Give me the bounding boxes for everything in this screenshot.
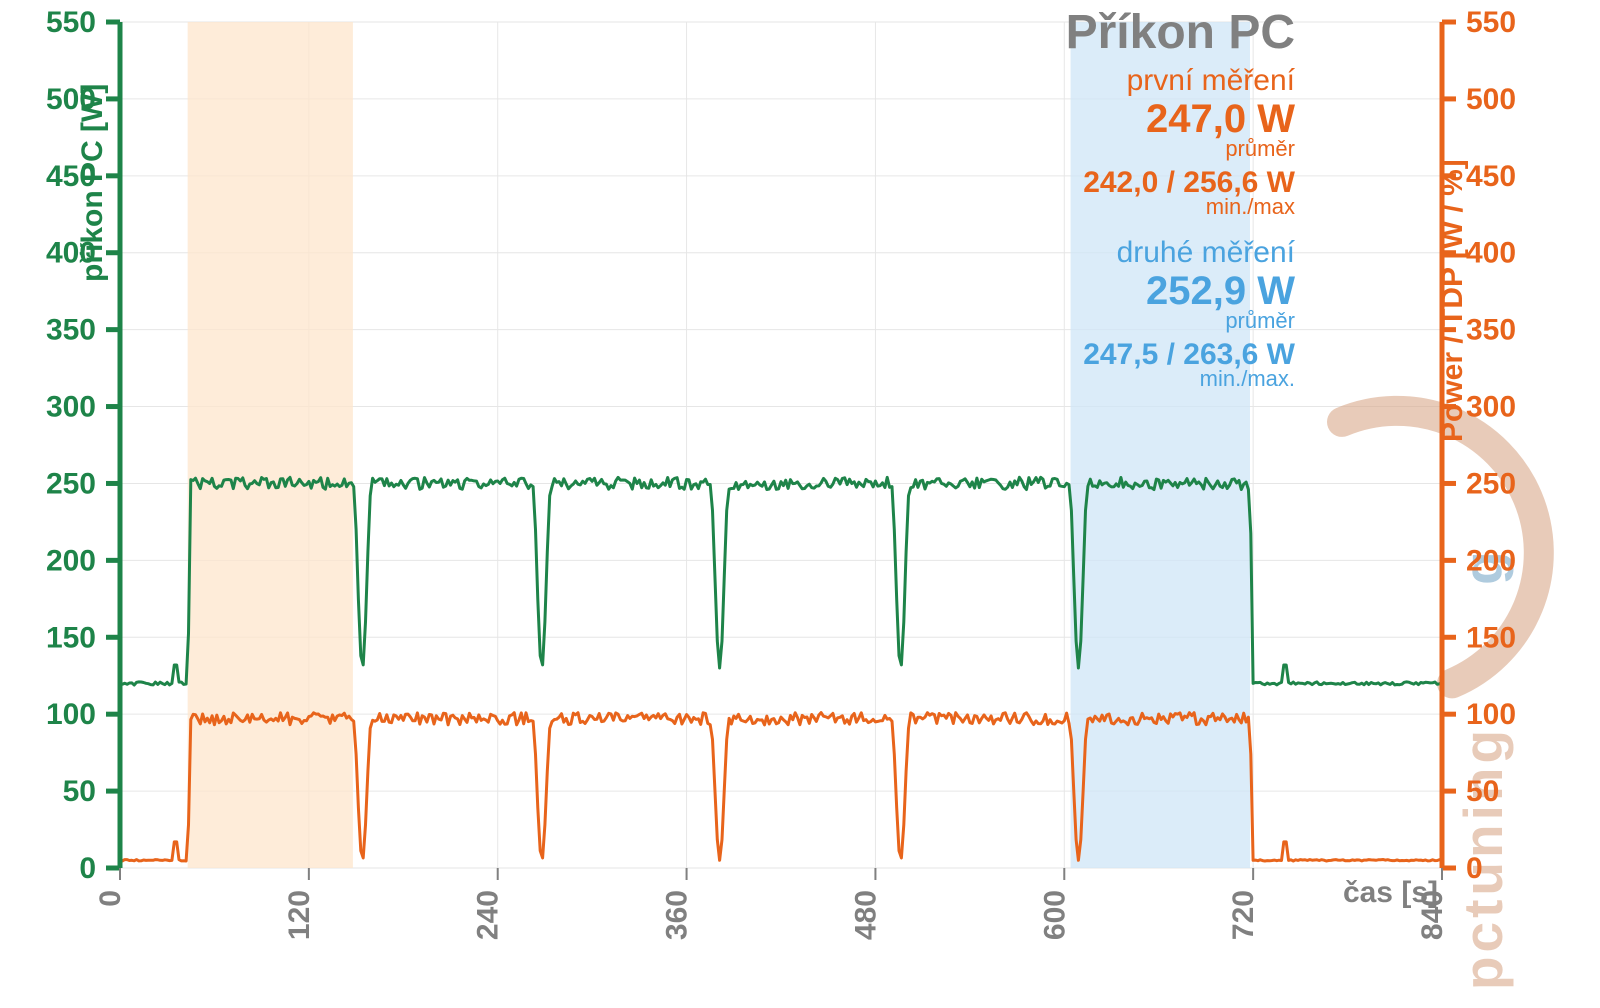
y-right-tick-label: 300 (1466, 391, 1516, 424)
x-tick-label: 360 (661, 890, 694, 940)
y-right-tick-label: 500 (1466, 83, 1516, 116)
y-left-tick-label: 350 (46, 314, 96, 347)
svg-text:pctuning: pctuning (1452, 726, 1514, 990)
highlight-band (1071, 22, 1250, 868)
y-right-tick-label: 400 (1466, 237, 1516, 270)
annotation-6: 252,9 W (1146, 269, 1295, 313)
chart-container: pctuningg0501001502002503003504004505005… (0, 0, 1600, 1008)
annotation-7: průměr (1225, 308, 1295, 333)
y-right-tick-label: 250 (1466, 467, 1516, 500)
y-left-tick-label: 200 (46, 544, 96, 577)
y-left-tick-label: 100 (46, 698, 96, 731)
x-axis-label: čas [s] (1343, 876, 1438, 909)
highlight-band (188, 22, 353, 868)
annotation-1: 247,0 W (1146, 97, 1295, 141)
annotation-5: druhé měření (1117, 236, 1296, 269)
y-left-axis-label: příkon PC [W] (76, 84, 109, 282)
y-left-tick-label: 150 (46, 621, 96, 654)
y-left-tick-label: 250 (46, 467, 96, 500)
y-left-tick-label: 0 (79, 852, 96, 885)
chart-svg: pctuningg0501001502002503003504004505005… (0, 0, 1600, 1008)
y-right-tick-label: 100 (1466, 698, 1516, 731)
x-tick-label: 0 (94, 890, 127, 907)
y-left-tick-label: 50 (63, 775, 96, 808)
chart-title: Příkon PC (1066, 6, 1295, 59)
y-right-tick-label: 200 (1466, 544, 1516, 577)
annotation-9: min./max. (1200, 366, 1295, 391)
x-tick-label: 480 (849, 890, 882, 940)
y-right-tick-label: 350 (1466, 314, 1516, 347)
y-left-tick-label: 550 (46, 6, 96, 39)
x-tick-label: 240 (472, 890, 505, 940)
x-tick-label: 120 (283, 890, 316, 940)
y-right-tick-label: 0 (1466, 852, 1483, 885)
y-right-axis-label: Power / TDP [W / %] (1436, 159, 1469, 442)
y-right-tick-label: 450 (1466, 160, 1516, 193)
x-tick-label: 720 (1227, 890, 1260, 940)
y-right-tick-label: 150 (1466, 621, 1516, 654)
x-tick-label: 600 (1038, 890, 1071, 940)
annotation-2: průměr (1225, 136, 1295, 161)
y-right-tick-label: 50 (1466, 775, 1499, 808)
y-left-tick-label: 300 (46, 391, 96, 424)
annotation-4: min./max (1206, 194, 1295, 219)
y-right-tick-label: 550 (1466, 6, 1516, 39)
annotation-0: první měření (1127, 64, 1296, 97)
